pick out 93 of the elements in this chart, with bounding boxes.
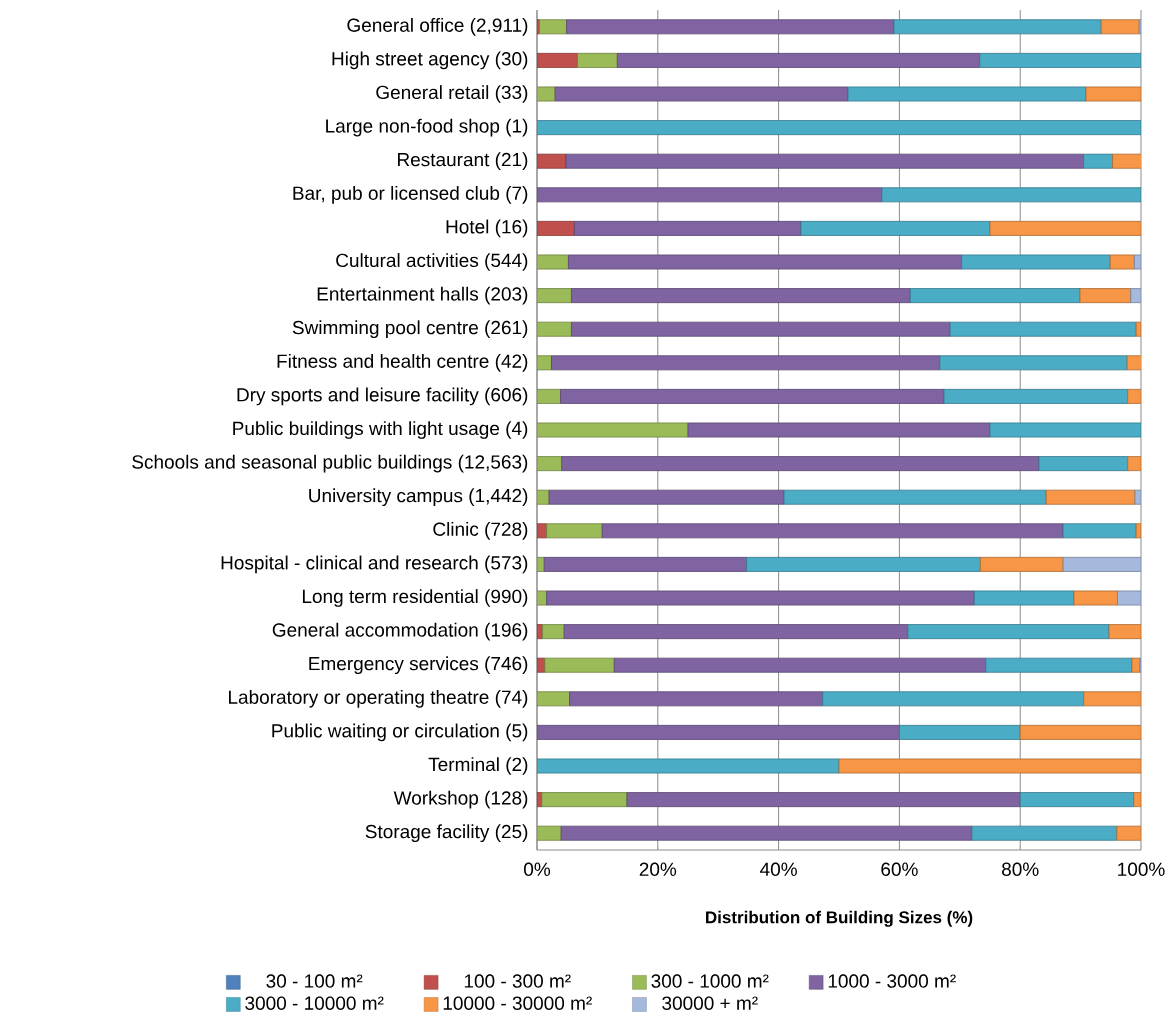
- bar: [909, 288, 1081, 304]
- y-tick-label: Storage facility (25): [365, 824, 528, 843]
- bar: [546, 523, 603, 539]
- bar: [973, 590, 1075, 606]
- legend-label: 30 - 100 m²: [266, 974, 363, 988]
- bar: [616, 52, 981, 68]
- y-tick-label: Emergency services (746): [309, 656, 528, 675]
- y-tick-label: Terminal (2): [428, 757, 528, 775]
- bar: [548, 489, 785, 505]
- bar: [1073, 590, 1118, 606]
- x-axis-title: Distribution of Building Sizes (%): [706, 910, 973, 927]
- y-tick-label: Cultural activities (544): [336, 253, 528, 271]
- legend-label: 100 - 300 m²: [464, 974, 571, 988]
- y-tick-label: General retail (33): [376, 85, 528, 103]
- bar: [563, 624, 909, 640]
- y-tick-label: Swimming pool centre (261): [292, 320, 528, 339]
- bar: [626, 792, 1021, 808]
- bar: [943, 388, 1129, 404]
- y-tick-label: Fitness and health centre (42): [277, 353, 528, 372]
- bar: [985, 657, 1133, 673]
- bar: [1062, 523, 1137, 539]
- bar: [939, 355, 1128, 371]
- y-tick-label: Entertainment halls (203): [317, 286, 528, 305]
- y-tick-label: Clinic (728): [433, 521, 528, 540]
- bar: [571, 288, 911, 304]
- legend-label: 1000 - 3000 m²: [828, 974, 956, 988]
- bar: [1100, 19, 1140, 35]
- bar: [543, 556, 747, 572]
- bar: [560, 825, 973, 841]
- x-tick-label: 0%: [524, 862, 551, 876]
- bar: [546, 590, 975, 606]
- bar: [541, 792, 628, 808]
- bar: [1083, 153, 1114, 169]
- bar: [971, 825, 1118, 841]
- bar: [571, 321, 951, 337]
- bar: [949, 321, 1137, 337]
- bar: [893, 19, 1102, 35]
- bar: [613, 657, 987, 673]
- y-tick-label: Dry sports and leisure facility (606): [237, 387, 528, 406]
- bar: [577, 52, 618, 68]
- bar: [1045, 489, 1136, 505]
- y-tick-label: Public buildings with light usage (4): [233, 421, 528, 439]
- bar: [783, 489, 1047, 505]
- y-tick-label: Public waiting or circulation (5): [272, 723, 528, 742]
- bar: [1019, 792, 1135, 808]
- y-tick-label: Workshop (128): [393, 790, 528, 809]
- bar: [561, 456, 1040, 472]
- bar: [800, 220, 991, 236]
- bar: [961, 254, 1111, 270]
- bar: [979, 556, 1064, 572]
- legend-label: 3000 - 10000 m²: [245, 996, 384, 1010]
- bar: [544, 657, 615, 673]
- y-tick-label: Schools and seasonal public buildings (12,563): [132, 454, 528, 473]
- bar: [899, 724, 1021, 740]
- y-tick-label: University campus (1,442): [309, 488, 528, 507]
- bar: [551, 355, 941, 371]
- y-tick-label: Laboratory or operating theatre (74): [229, 689, 528, 708]
- y-tick-label: Restaurant (21): [398, 152, 528, 171]
- bar: [568, 254, 963, 270]
- bar: [565, 153, 1085, 169]
- y-tick-label: Hotel (16): [446, 219, 528, 238]
- legend-label: 300 - 1000 m²: [651, 974, 769, 988]
- y-tick-label: General accommodation (196): [272, 622, 528, 641]
- x-tick-label: 40%: [760, 862, 797, 876]
- x-tick-label: 20%: [639, 862, 677, 876]
- y-tick-label: Hospital - clinical and research (573): [221, 555, 528, 574]
- x-tick-label: 80%: [1002, 862, 1039, 876]
- bar: [542, 624, 565, 640]
- bar: [822, 691, 1085, 707]
- x-tick-label: 60%: [881, 862, 918, 876]
- y-tick-label: High street agency (30): [332, 51, 528, 70]
- legend-label: 30000 + m²: [662, 996, 758, 1010]
- bar: [907, 624, 1110, 640]
- bar: [746, 556, 981, 572]
- y-tick-label: General office (2,911): [347, 17, 528, 36]
- y-tick-label: Bar, pub or licensed club (7): [293, 185, 528, 204]
- y-tick-label: Large non-food shop (1): [326, 118, 528, 137]
- y-tick-label: Long term residential (990): [302, 589, 528, 607]
- bar: [687, 422, 991, 438]
- x-tick-label: 100%: [1118, 862, 1165, 876]
- legend-label: 10000 - 30000 m²: [443, 996, 592, 1010]
- bar: [847, 86, 1087, 102]
- bar: [554, 86, 849, 102]
- bar: [539, 19, 567, 35]
- bar: [1117, 590, 1142, 606]
- bar: [1109, 254, 1135, 270]
- bar: [1079, 288, 1132, 304]
- bar: [569, 691, 824, 707]
- bar: [560, 388, 945, 404]
- bar: [574, 220, 802, 236]
- bar: [1038, 456, 1129, 472]
- bar: [601, 523, 1064, 539]
- bar: [566, 19, 895, 35]
